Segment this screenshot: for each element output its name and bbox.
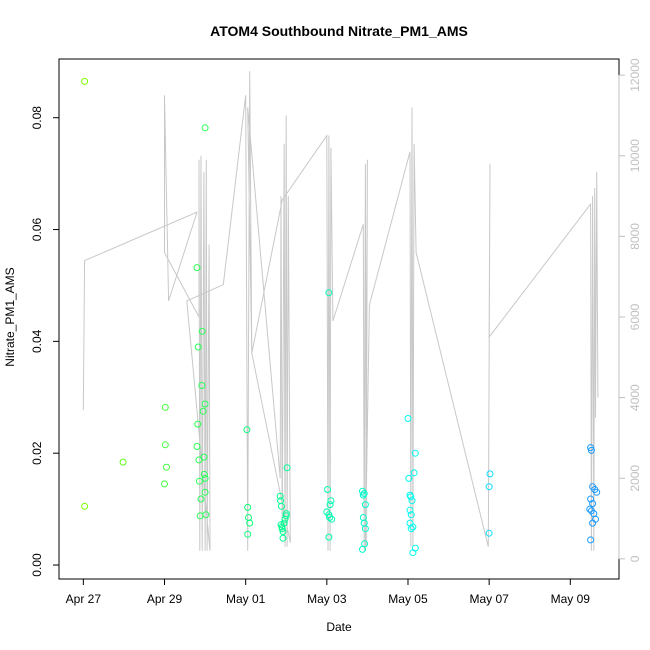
- data-point: [587, 495, 595, 503]
- y-tick-label: 0.08: [30, 106, 44, 130]
- y-axis-left: 0.00 0.02 0.04 0.06 0.08: [30, 106, 60, 577]
- data-point: [199, 407, 207, 415]
- data-point: [282, 510, 290, 518]
- x-axis-label: Date: [326, 620, 352, 634]
- data-point: [81, 77, 89, 85]
- data-point: [244, 503, 252, 511]
- data-point: [200, 470, 208, 478]
- data-point: [201, 488, 209, 496]
- data-point: [276, 492, 284, 500]
- data-point: [587, 536, 595, 544]
- data-point: [409, 523, 417, 531]
- data-point: [194, 343, 202, 351]
- y-tick-label: 0.02: [30, 441, 44, 465]
- data-point: [360, 490, 368, 497]
- data-point: [201, 474, 209, 482]
- y2-tick-label: 6000: [628, 303, 642, 330]
- data-point: [161, 480, 168, 488]
- secondary-trace-layer: [82, 71, 599, 551]
- data-point: [407, 493, 415, 501]
- data-point: [325, 289, 333, 297]
- data-point: [411, 449, 419, 457]
- x-tick-label: May 09: [551, 592, 591, 606]
- y2-tick-label: 4000: [628, 384, 642, 411]
- data-point: [161, 441, 169, 449]
- y-axis-label: Nitrate_PM1_AMS: [3, 267, 17, 366]
- data-point: [245, 514, 252, 521]
- data-point: [201, 400, 209, 408]
- data-point: [587, 446, 595, 454]
- data-point: [409, 549, 417, 557]
- data-point: [193, 443, 201, 450]
- data-point: [328, 515, 336, 523]
- data-point: [407, 525, 415, 533]
- scatter-layer: [81, 77, 601, 557]
- data-point: [161, 403, 169, 411]
- data-point: [589, 519, 597, 527]
- data-point: [163, 463, 170, 471]
- data-point: [408, 497, 416, 505]
- data-point: [361, 501, 369, 509]
- x-tick-label: May 01: [226, 592, 266, 606]
- data-point: [326, 514, 334, 521]
- data-point: [404, 415, 412, 422]
- data-point: [359, 545, 366, 553]
- plot-frame: [58, 58, 620, 580]
- data-point: [586, 505, 594, 513]
- data-point: [198, 382, 206, 389]
- data-point: [486, 470, 494, 478]
- x-tick-label: May 03: [307, 592, 347, 606]
- data-point: [406, 506, 414, 514]
- data-point: [243, 426, 251, 434]
- data-point: [193, 264, 201, 272]
- y-tick-label: 0.00: [30, 553, 44, 577]
- y2-tick-label: 10000: [628, 139, 642, 173]
- data-point: [280, 519, 288, 527]
- data-point: [324, 486, 332, 493]
- data-point: [198, 327, 206, 335]
- data-point: [593, 488, 601, 496]
- data-point: [283, 464, 291, 472]
- x-axis: Apr 27 Apr 29 May 01 May 03 May 05 May 07 May …: [66, 578, 591, 606]
- data-point: [277, 502, 285, 510]
- data-point: [589, 500, 597, 507]
- x-tick-label: May 07: [469, 592, 509, 606]
- y-tick-label: 0.06: [30, 218, 44, 242]
- data-point: [327, 497, 335, 505]
- data-point: [410, 469, 418, 477]
- y2-tick-label: 0: [628, 555, 642, 562]
- data-point: [197, 495, 205, 503]
- data-point: [361, 525, 369, 533]
- data-point: [325, 533, 333, 541]
- data-point: [246, 519, 254, 527]
- data-point: [405, 474, 413, 482]
- data-point: [200, 453, 208, 461]
- data-point: [202, 511, 210, 519]
- x-tick-label: May 05: [388, 592, 428, 606]
- y-tick-label: 0.04: [30, 329, 44, 353]
- data-point: [485, 483, 493, 491]
- data-point: [279, 528, 287, 535]
- data-point: [244, 530, 252, 538]
- data-point: [407, 511, 415, 519]
- y-axis-right: 0 2000 4000 6000 8000 10000 12000: [618, 58, 642, 562]
- data-point: [81, 502, 89, 510]
- y2-tick-label: 2000: [628, 465, 642, 492]
- data-point: [279, 534, 287, 542]
- data-point: [194, 420, 202, 428]
- data-point: [485, 529, 493, 537]
- y2-tick-label: 12000: [628, 58, 642, 92]
- y2-tick-label: 8000: [628, 223, 642, 250]
- chart-title: ATOM4 Southbound Nitrate_PM1_AMS: [210, 23, 468, 39]
- x-tick-label: Apr 29: [147, 592, 183, 606]
- data-point: [119, 458, 127, 466]
- data-point: [201, 124, 209, 132]
- data-point: [587, 444, 595, 452]
- data-point: [282, 512, 290, 520]
- secondary-trace-line: [82, 71, 599, 551]
- x-tick-label: Apr 27: [66, 592, 102, 606]
- data-point: [326, 501, 334, 509]
- data-point: [195, 477, 203, 485]
